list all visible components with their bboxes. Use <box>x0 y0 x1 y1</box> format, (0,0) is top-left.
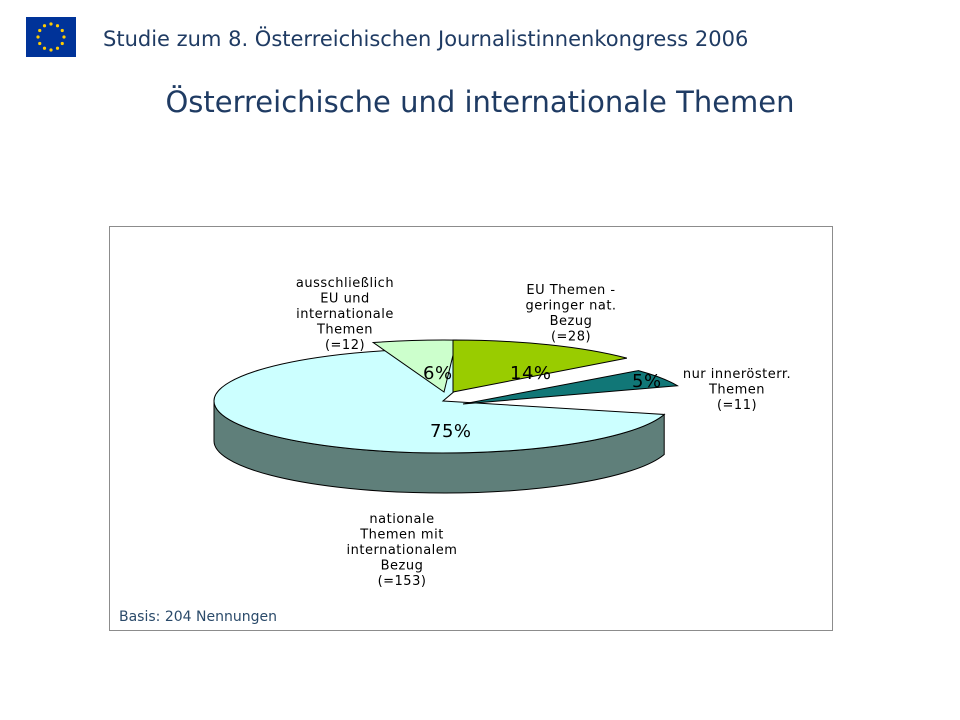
category-label-line: (=153) <box>378 574 427 589</box>
category-label-line: internationalem <box>347 543 458 558</box>
percent-label-international: 6% <box>423 363 453 384</box>
category-label-line: (=28) <box>551 330 591 345</box>
category-label-line: geringer nat. <box>525 299 616 314</box>
category-label-line: ausschließlich <box>296 276 394 291</box>
pie-slice-eu <box>452 339 628 393</box>
flag-star <box>55 24 60 28</box>
eu-flag-icon <box>26 17 76 57</box>
flag-star <box>38 41 42 46</box>
pie-chart: 75%6% 14% 5%nationale Themen mit internation… <box>213 276 791 589</box>
category-label-line: Bezug <box>381 559 424 574</box>
category-label-line: nationale <box>369 512 434 527</box>
page-title: Österreichische und internationale Theme… <box>165 85 795 119</box>
flag-star <box>42 46 47 50</box>
chart-frame: 75% 6% 14% 5% nationale Themen mit internation… <box>109 226 833 631</box>
flag-star <box>36 35 40 39</box>
category-label-line: (=11) <box>717 398 757 413</box>
flag-star <box>49 22 53 26</box>
category-label-line: EU und <box>320 292 370 307</box>
category-label-national: nationale Themen mit internationalem Bezug(… <box>347 512 458 589</box>
flag-star <box>55 46 60 50</box>
category-label-line: Themen <box>708 383 765 398</box>
category-label-international: ausschließlich EU und internationale Themen… <box>296 276 394 353</box>
category-label-line: internationale <box>296 307 394 322</box>
pie-slice-national <box>213 348 666 454</box>
percent-label-national: 75% <box>430 421 472 442</box>
flag-star <box>42 24 47 28</box>
category-label-eu: EU Themen -geringer nat. Bezug (=28) <box>525 283 616 345</box>
category-label-line: Themen <box>316 323 373 338</box>
pie-tops <box>213 339 679 454</box>
header-title: Studie zum 8. Österreichischen Journalis… <box>103 27 749 51</box>
category-label-line: nur innerösterr. <box>683 367 791 382</box>
category-label-line: Themen mit <box>359 528 444 543</box>
flag-star <box>62 35 66 39</box>
flag-star <box>49 48 53 52</box>
category-label-inner: nur innerösterr. Themen (=11) <box>683 367 791 413</box>
category-label-line: EU Themen - <box>526 283 615 298</box>
flag-star <box>60 28 64 33</box>
flag-star <box>60 41 64 46</box>
pie-slice-inner <box>462 370 679 405</box>
category-label-line: (=12) <box>325 338 365 353</box>
flag-star <box>38 28 42 33</box>
category-label-line: Bezug <box>550 314 593 329</box>
percent-label-inner: 5% <box>632 371 662 392</box>
percent-label-eu: 14% <box>510 363 552 384</box>
basis-note: Basis: 204 Nennungen <box>119 609 277 625</box>
